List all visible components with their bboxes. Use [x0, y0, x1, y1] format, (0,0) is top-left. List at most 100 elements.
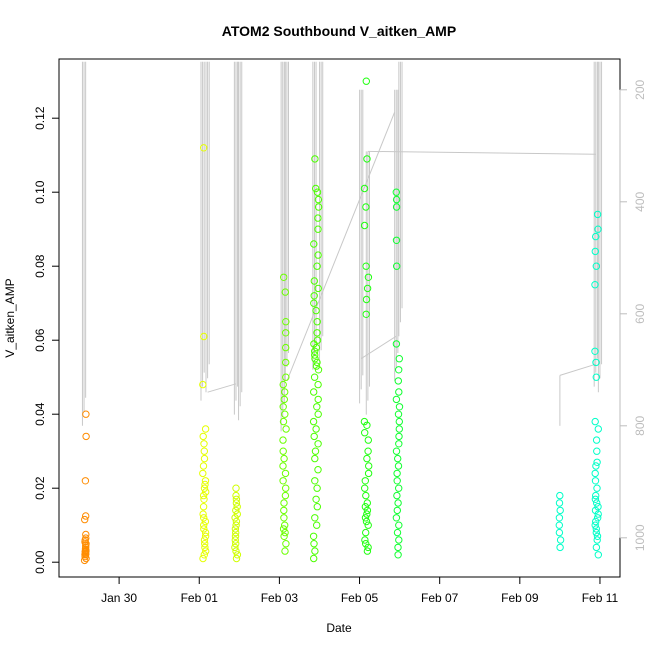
data-point: [313, 503, 321, 511]
data-point: [364, 469, 373, 478]
data-point: [282, 343, 290, 352]
data-point: [232, 521, 240, 529]
data-point: [199, 554, 207, 563]
data-point: [280, 532, 288, 540]
data-point: [281, 491, 290, 500]
data-point: [592, 528, 600, 537]
y-axis-label: V_aitken_AMP: [3, 278, 17, 357]
altitude-connector: [559, 363, 596, 376]
data-point: [392, 188, 400, 196]
data-point: [395, 425, 403, 433]
data-point: [392, 447, 401, 455]
x-tick-label: Feb 03: [261, 591, 299, 605]
data-point: [593, 536, 601, 544]
data-point: [309, 417, 318, 426]
x-tick-label: Jan 30: [101, 591, 137, 605]
data-point: [310, 240, 318, 248]
data-point: [591, 417, 599, 426]
data-point: [360, 417, 369, 426]
data-point: [232, 495, 241, 503]
data-point: [363, 284, 372, 293]
data-point: [310, 432, 318, 441]
altitude-connector: [360, 335, 397, 360]
data-point: [282, 329, 290, 337]
data-point: [311, 155, 319, 163]
data-point: [363, 510, 371, 518]
data-point: [279, 447, 287, 455]
x-tick-label: Feb 11: [582, 591, 619, 605]
data-point: [312, 306, 320, 315]
data-point: [281, 410, 289, 418]
data-point: [279, 417, 288, 426]
data-point: [394, 462, 403, 470]
y-tick-label: 0.04: [33, 402, 47, 426]
data-point: [591, 247, 599, 256]
x-tick-label: Feb 05: [341, 591, 379, 605]
data-point: [592, 373, 600, 381]
data-point: [392, 236, 401, 245]
data-point: [314, 195, 323, 204]
data-point: [231, 532, 240, 540]
data-point: [311, 547, 319, 555]
data-point: [201, 540, 209, 548]
data-point: [591, 506, 600, 515]
data-point: [281, 547, 289, 555]
data-point: [395, 432, 403, 441]
data-point: [232, 547, 240, 555]
data-point: [393, 528, 402, 537]
data-point: [394, 551, 402, 559]
data-point: [232, 540, 240, 548]
data-point: [279, 525, 288, 533]
data-point: [393, 491, 401, 500]
data-point: [363, 506, 372, 515]
data-point: [313, 484, 321, 492]
data-point: [395, 521, 403, 529]
data-point: [361, 514, 370, 522]
data-point: [311, 355, 319, 363]
data-point: [591, 495, 600, 503]
data-point: [364, 521, 372, 529]
y-axis: 0.00 0.02 0.04 0.06 0.08 0.10 0.12: [33, 106, 60, 574]
data-point: [82, 432, 90, 441]
data-point: [362, 310, 370, 318]
altitude-connector: [367, 150, 596, 155]
data-point: [310, 292, 318, 300]
data-point: [310, 554, 318, 563]
data-point: [282, 540, 290, 548]
altitude-connector: [286, 112, 396, 382]
data-point: [591, 347, 599, 355]
data-point: [200, 454, 209, 463]
data-point: [592, 436, 601, 444]
data-point: [364, 273, 373, 281]
data-point: [314, 203, 323, 211]
data-point: [82, 534, 90, 542]
data-point: [82, 410, 90, 418]
data-point: [281, 469, 290, 478]
data-point: [232, 554, 241, 563]
data-point: [279, 477, 287, 485]
y-tick-label: 0.12: [33, 106, 47, 130]
data-point: [555, 528, 564, 537]
data-point: [310, 277, 318, 285]
data-point: [200, 332, 208, 341]
data-point: [593, 458, 601, 466]
data-point: [231, 525, 240, 533]
data-point: [282, 484, 290, 492]
data-point: [232, 528, 240, 537]
data-point: [394, 410, 403, 418]
data-point: [362, 262, 370, 270]
data-point: [314, 225, 322, 233]
data-point: [279, 436, 287, 444]
data-point: [232, 506, 240, 515]
data-point: [592, 543, 601, 552]
data-point: [362, 203, 370, 211]
data-point: [593, 484, 601, 492]
data-point: [360, 184, 369, 193]
data-point: [202, 488, 210, 496]
data-point: [395, 366, 403, 374]
data-point: [555, 514, 564, 522]
data-point: [231, 536, 240, 544]
data-point: [280, 506, 288, 515]
data-point: [362, 491, 370, 500]
data-point: [364, 447, 372, 455]
